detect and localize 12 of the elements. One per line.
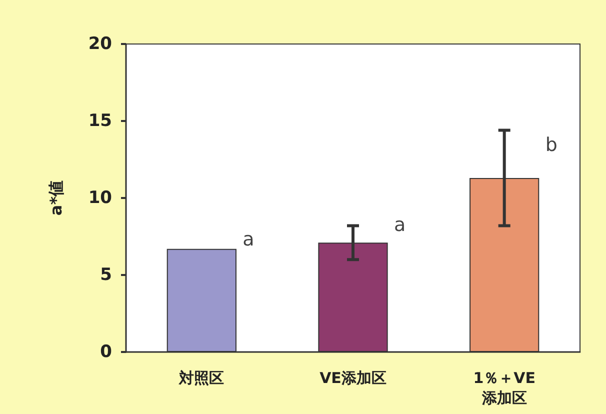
- annotation: a: [394, 214, 406, 236]
- y-tick-label: 0: [100, 342, 112, 362]
- annotation: b: [545, 134, 558, 156]
- y-axis-title: a*値: [46, 180, 66, 216]
- y-tick-label: 10: [88, 188, 112, 208]
- y-tick-label: 20: [88, 34, 112, 54]
- y-tick-label: 5: [100, 265, 112, 285]
- y-tick-label: 15: [88, 111, 112, 131]
- x-tick-label: VE添加区: [320, 369, 386, 387]
- x-tick-label: 1％＋VE 添加区: [473, 369, 536, 407]
- x-tick-label: 対照区: [178, 369, 224, 387]
- annotation: a: [242, 228, 254, 251]
